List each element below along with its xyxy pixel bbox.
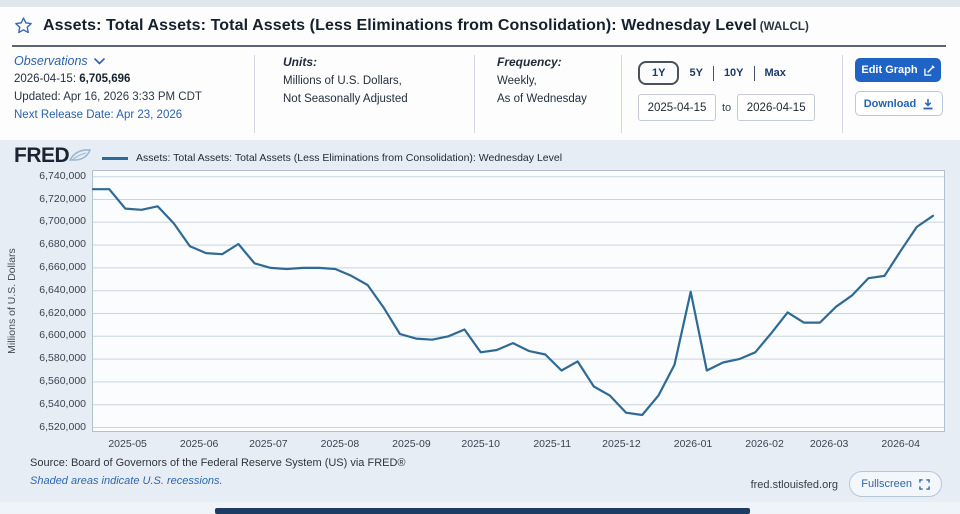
edit-graph-button[interactable]: Edit Graph bbox=[855, 58, 941, 82]
chart-panel: FRED Assets: Total Assets: Total Assets … bbox=[0, 140, 960, 502]
x-axis-tick-label: 2026-03 bbox=[809, 438, 849, 450]
info-row: Observations 2026-04-15: 6,705,696 Updat… bbox=[14, 53, 954, 135]
frequency-label: Frequency: bbox=[497, 55, 562, 69]
latest-observation-date: 2026-04-15: bbox=[14, 73, 77, 85]
divider bbox=[712, 65, 714, 81]
edit-icon bbox=[923, 64, 935, 76]
header: Assets: Total Assets: Total Assets (Less… bbox=[0, 7, 960, 140]
x-axis-tick-label: 2026-01 bbox=[673, 438, 713, 450]
top-strip bbox=[0, 0, 960, 7]
fullscreen-icon bbox=[919, 478, 930, 490]
x-axis-tick-label: 2025-07 bbox=[249, 438, 288, 450]
x-axis-tick-label: 2025-10 bbox=[461, 438, 500, 450]
frequency-line1: Weekly, bbox=[497, 75, 537, 87]
source-text: Source: Board of Governors of the Federa… bbox=[30, 457, 406, 469]
divider bbox=[474, 55, 475, 133]
leaf-icon bbox=[68, 149, 92, 161]
chevron-down-icon bbox=[93, 57, 105, 65]
series-id: (WALCL) bbox=[759, 20, 809, 33]
units-line1: Millions of U.S. Dollars, bbox=[283, 75, 402, 87]
y-axis-tick-label: 6,740,000 bbox=[39, 169, 86, 182]
fred-logo[interactable]: FRED bbox=[14, 144, 70, 167]
download-icon bbox=[923, 98, 933, 109]
divider bbox=[621, 55, 622, 133]
title-row: Assets: Total Assets: Total Assets (Less… bbox=[14, 16, 809, 35]
divider bbox=[753, 65, 755, 81]
range-5y-button[interactable]: 5Y bbox=[686, 65, 705, 81]
units-section: Units: Millions of U.S. Dollars, Not Sea… bbox=[255, 53, 474, 135]
units-line2: Not Seasonally Adjusted bbox=[283, 93, 408, 105]
x-axis-tick-label: 2025-12 bbox=[602, 438, 641, 450]
date-end-input[interactable] bbox=[737, 94, 816, 121]
edit-graph-label: Edit Graph bbox=[861, 64, 918, 76]
actions-section: Edit Graph Download bbox=[843, 58, 943, 135]
favorite-star-icon[interactable] bbox=[14, 16, 33, 35]
frequency-line2: As of Wednesday bbox=[497, 93, 587, 105]
y-axis-tick-label: 6,560,000 bbox=[39, 374, 86, 387]
y-axis-tick-label: 6,720,000 bbox=[39, 192, 86, 205]
y-axis-tick-label: 6,620,000 bbox=[39, 306, 86, 319]
legend-line-swatch bbox=[102, 156, 128, 160]
divider bbox=[254, 55, 255, 133]
y-axis-title: Millions of U.S. Dollars bbox=[6, 248, 18, 354]
legend-label: Assets: Total Assets: Total Assets (Less… bbox=[136, 152, 563, 164]
fullscreen-button[interactable]: Fullscreen bbox=[849, 471, 942, 497]
date-to-label: to bbox=[722, 101, 732, 114]
y-axis-tick-label: 6,660,000 bbox=[39, 260, 86, 273]
title-divider bbox=[12, 45, 946, 47]
next-release-text[interactable]: Next Release Date: Apr 23, 2026 bbox=[14, 109, 183, 121]
observations-link[interactable]: Observations bbox=[14, 54, 254, 68]
x-axis-tick-label: 2026-02 bbox=[745, 438, 784, 450]
range-max-button[interactable]: Max bbox=[762, 65, 789, 81]
download-button[interactable]: Download bbox=[855, 91, 943, 116]
recessions-note[interactable]: Shaded areas indicate U.S. recessions. bbox=[30, 475, 223, 487]
x-axis-tick-label: 2025-08 bbox=[320, 438, 360, 450]
observations-label: Observations bbox=[14, 54, 88, 68]
latest-observation: 2026-04-15: 6,705,696 bbox=[14, 73, 254, 85]
site-url: fred.stlouisfed.org bbox=[750, 479, 838, 491]
x-axis-tick-label: 2026-04 bbox=[881, 438, 920, 450]
fullscreen-label: Fullscreen bbox=[861, 478, 912, 490]
footer-bar bbox=[215, 508, 750, 514]
latest-observation-value: 6,705,696 bbox=[79, 73, 131, 85]
range-selector: 1Y 5Y 10Y Max bbox=[638, 60, 842, 86]
x-axis-tick-label: 2025-05 bbox=[108, 438, 147, 450]
y-axis-tick-label: 6,640,000 bbox=[39, 283, 86, 296]
x-axis-tick-label: 2025-09 bbox=[392, 438, 431, 450]
divider bbox=[842, 55, 843, 133]
frequency-section: Frequency: Weekly, As of Wednesday bbox=[475, 53, 621, 135]
range-section: 1Y 5Y 10Y Max to bbox=[622, 53, 842, 135]
y-axis-tick-label: 6,580,000 bbox=[39, 352, 86, 365]
y-axis-tick-label: 6,520,000 bbox=[39, 420, 86, 433]
y-axis-tick-label: 6,700,000 bbox=[39, 215, 86, 228]
y-axis-tick-label: 6,600,000 bbox=[39, 329, 86, 342]
y-axis-tick-label: 6,680,000 bbox=[39, 238, 86, 251]
range-1y-button[interactable]: 1Y bbox=[638, 61, 680, 85]
date-range-row: to bbox=[638, 94, 842, 121]
page-title-text: Assets: Total Assets: Total Assets (Less… bbox=[43, 16, 757, 34]
date-start-input[interactable] bbox=[638, 94, 716, 121]
chart-legend: Assets: Total Assets: Total Assets (Less… bbox=[102, 152, 562, 164]
y-axis-tick-label: 6,540,000 bbox=[39, 397, 86, 410]
observations-section: Observations 2026-04-15: 6,705,696 Updat… bbox=[14, 53, 254, 135]
range-10y-button[interactable]: 10Y bbox=[721, 65, 747, 81]
chart-plot[interactable] bbox=[92, 170, 945, 432]
updated-text: Updated: Apr 16, 2026 3:33 PM CDT bbox=[14, 91, 202, 103]
page-title: Assets: Total Assets: Total Assets (Less… bbox=[43, 17, 809, 35]
x-axis-tick-label: 2025-11 bbox=[533, 438, 572, 450]
x-axis-tick-label: 2025-06 bbox=[179, 438, 219, 450]
download-label: Download bbox=[863, 97, 917, 110]
units-label: Units: bbox=[283, 55, 317, 69]
